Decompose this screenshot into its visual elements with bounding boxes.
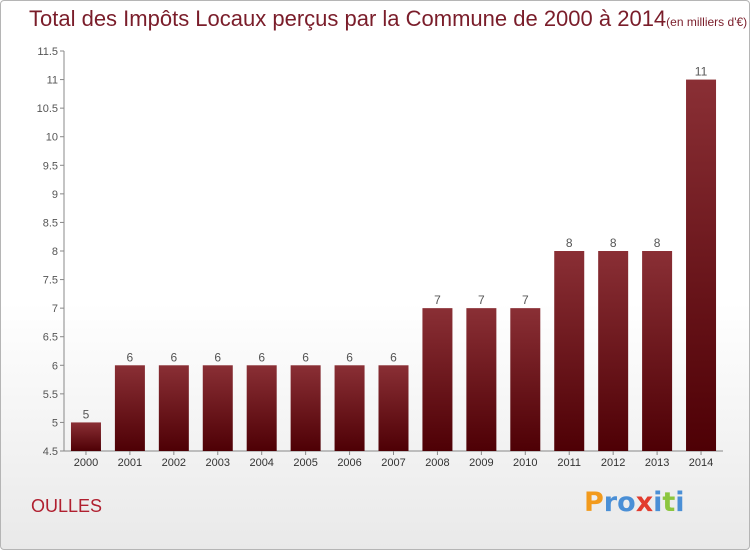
bar <box>422 308 453 451</box>
proxiti-logo: Proxiti <box>584 487 694 527</box>
x-tick-label: 2007 <box>381 457 405 469</box>
chart-title: Total des Impôts Locaux perçus par la Co… <box>29 6 747 32</box>
chart-title-main: Total des Impôts Locaux perçus par la Co… <box>29 6 667 31</box>
data-label: 6 <box>258 350 265 364</box>
bar <box>642 251 673 451</box>
x-tick-label: 2013 <box>645 457 669 469</box>
logo-letter: o <box>617 487 636 518</box>
x-tick-label: 2006 <box>337 457 361 469</box>
x-tick-label: 2012 <box>601 457 625 469</box>
y-tick-label: 4.5 <box>43 446 58 458</box>
data-label: 11 <box>695 65 708 79</box>
x-tick-label: 2003 <box>206 457 230 469</box>
y-tick-label: 7.5 <box>43 275 58 287</box>
data-label: 6 <box>170 350 177 364</box>
data-label: 6 <box>346 350 353 364</box>
y-tick-label: 10.5 <box>37 103 58 115</box>
x-tick-label: 2011 <box>557 457 581 469</box>
chart-subtitle: (en milliers d'€) <box>666 15 748 29</box>
x-tick-label: 2000 <box>74 457 98 469</box>
logo-letter: i <box>675 487 685 518</box>
data-label: 8 <box>654 236 661 250</box>
data-label: 7 <box>434 293 441 307</box>
data-label: 8 <box>566 236 573 250</box>
logo-letter: P <box>584 487 604 518</box>
bar <box>246 365 277 451</box>
logo-letter: r <box>603 487 618 518</box>
y-tick-label: 8 <box>52 246 58 258</box>
x-tick-label: 2001 <box>118 457 142 469</box>
data-label: 5 <box>83 407 90 421</box>
bar <box>70 422 101 451</box>
bar <box>686 79 717 452</box>
data-label: 8 <box>610 236 617 250</box>
bar <box>598 251 629 451</box>
x-tick-label: 2002 <box>162 457 186 469</box>
y-tick-label: 6.5 <box>43 332 58 344</box>
logo-letter: i <box>653 487 663 518</box>
x-tick-label: 2009 <box>469 457 493 469</box>
y-tick-label: 11.5 <box>37 46 58 58</box>
logo-letter: x <box>635 487 654 518</box>
bar <box>466 308 497 451</box>
data-label: 6 <box>127 350 134 364</box>
x-tick-label: 2005 <box>293 457 317 469</box>
data-label: 6 <box>302 350 309 364</box>
data-label: 6 <box>214 350 221 364</box>
x-tick-label: 2014 <box>689 457 713 469</box>
commune-name: OULLES <box>31 496 103 516</box>
data-label: 6 <box>390 350 397 364</box>
y-tick-label: 9 <box>52 189 58 201</box>
y-tick-label: 8.5 <box>43 217 58 229</box>
bar <box>334 365 365 451</box>
y-tick-label: 11 <box>47 75 58 87</box>
x-tick-label: 2008 <box>425 457 449 469</box>
bar <box>378 365 409 451</box>
logo-letter: t <box>662 487 676 518</box>
bar <box>290 365 321 451</box>
data-label: 7 <box>478 293 485 307</box>
y-tick-label: 5 <box>52 417 58 429</box>
x-tick-label: 2010 <box>513 457 537 469</box>
y-tick-label: 5.5 <box>43 389 58 401</box>
y-tick-label: 9.5 <box>43 160 58 172</box>
bar <box>202 365 233 451</box>
bar <box>158 365 189 451</box>
bar <box>510 308 541 451</box>
y-tick-label: 7 <box>52 303 58 315</box>
bar <box>554 251 585 451</box>
x-tick-label: 2004 <box>249 457 273 469</box>
bar <box>114 365 145 451</box>
y-tick-label: 10 <box>46 132 58 144</box>
y-tick-label: 6 <box>52 360 58 372</box>
data-label: 7 <box>522 293 529 307</box>
